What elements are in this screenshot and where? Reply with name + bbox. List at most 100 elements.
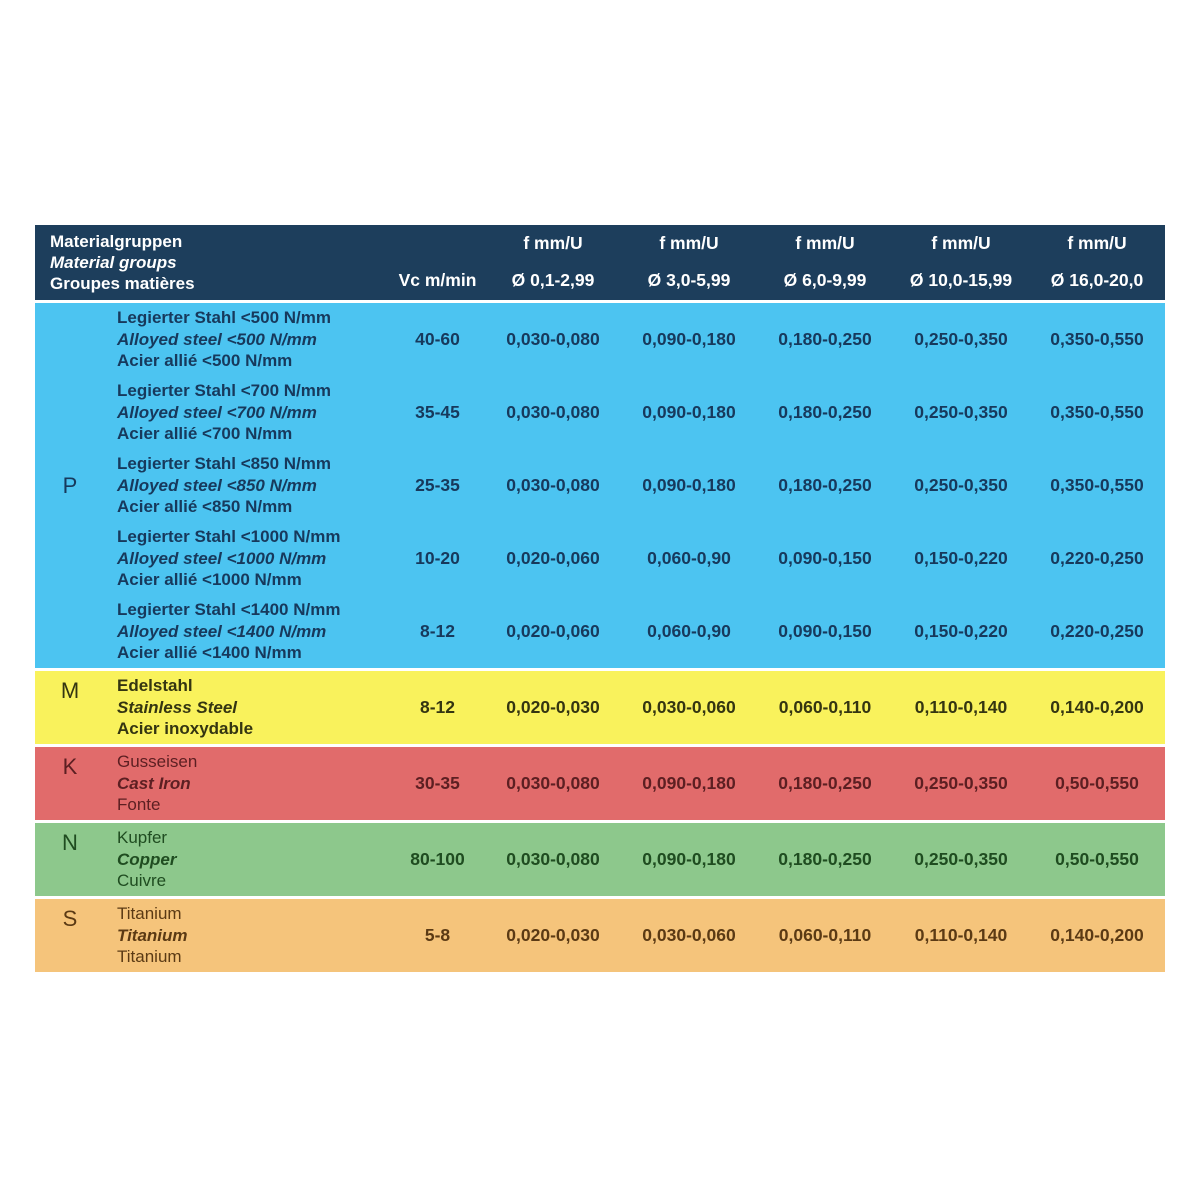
feed-value: 0,090-0,180 [642, 402, 736, 422]
feed-value: 0,140-0,200 [1050, 925, 1144, 945]
group-letter-K: K [62, 754, 78, 779]
table-row: Legierter Stahl <1400 N/mm Alloyed steel… [105, 595, 1165, 668]
material-name-de: Legierter Stahl <1000 N/mm [117, 527, 341, 547]
feed-value: 0,020-0,060 [506, 621, 600, 641]
material-name-fr: Acier allié <500 N/mm [117, 351, 293, 371]
vc-value: 10-20 [415, 548, 460, 568]
feed-value: 0,060-0,110 [778, 925, 872, 945]
table-row: Kupfer Copper Cuivre 80-100 0,030-0,080 … [105, 823, 1165, 896]
vc-value: 80-100 [410, 849, 465, 869]
header-col-diameter-1: f mm/U Ø 0,1-2,99 [485, 225, 621, 300]
material-names: Edelstahl Stainless Steel Acier inoxydab… [105, 671, 390, 744]
material-name-fr: Titanium [117, 947, 182, 967]
feed-value: 0,50-0,550 [1055, 773, 1139, 793]
feed-value: 0,350-0,550 [1050, 402, 1144, 422]
material-name-fr: Fonte [117, 795, 161, 815]
feed-value: 0,090-0,150 [778, 548, 872, 568]
header-col-diameter-2: f mm/U Ø 3,0-5,99 [621, 225, 757, 300]
table-row: Titanium Titanium Titanium 5-8 0,020-0,0… [105, 899, 1165, 972]
material-name-en: Alloyed steel <500 N/mm [117, 329, 317, 349]
header-col-diameter-4: f mm/U Ø 10,0-15,99 [893, 225, 1029, 300]
feed-value: 0,090-0,180 [642, 329, 736, 349]
feed-value: 0,090-0,150 [778, 621, 872, 641]
feed-rate-table: Materialgruppen Material groups Groupes … [35, 225, 1165, 972]
feed-unit-label: f mm/U [931, 233, 991, 253]
material-name-en: Alloyed steel <700 N/mm [117, 402, 317, 422]
section-S: S Titanium Titanium Titanium 5-8 0,020-0… [35, 899, 1165, 972]
group-letter-M: M [60, 678, 80, 703]
table-row: Gusseisen Cast Iron Fonte 30-35 0,030-0,… [105, 747, 1165, 820]
material-names: Legierter Stahl <500 N/mm Alloyed steel … [105, 303, 390, 376]
section-M: M Edelstahl Stainless Steel Acier inoxyd… [35, 671, 1165, 744]
feed-unit-label: f mm/U [659, 233, 719, 253]
section-M-rows: Edelstahl Stainless Steel Acier inoxydab… [105, 671, 1165, 744]
material-names: Legierter Stahl <1000 N/mm Alloyed steel… [105, 522, 390, 595]
feed-value: 0,020-0,030 [506, 925, 600, 945]
feed-value: 0,090-0,180 [642, 475, 736, 495]
diameter-range-label: Ø 3,0-5,99 [647, 270, 731, 290]
feed-value: 0,090-0,180 [642, 849, 736, 869]
feed-unit-label: f mm/U [795, 233, 855, 253]
section-P-rows: Legierter Stahl <500 N/mm Alloyed steel … [105, 303, 1165, 668]
material-name-de: Edelstahl [117, 676, 193, 696]
table-row: Legierter Stahl <1000 N/mm Alloyed steel… [105, 522, 1165, 595]
feed-value: 0,250-0,350 [914, 402, 1008, 422]
material-names: Titanium Titanium Titanium [105, 899, 390, 972]
material-name-de: Legierter Stahl <850 N/mm [117, 454, 332, 474]
feed-value: 0,030-0,080 [506, 402, 600, 422]
vc-value: 35-45 [415, 402, 460, 422]
section-N-rows: Kupfer Copper Cuivre 80-100 0,030-0,080 … [105, 823, 1165, 896]
feed-value: 0,180-0,250 [778, 849, 872, 869]
feed-value: 0,030-0,080 [506, 773, 600, 793]
feed-value: 0,180-0,250 [778, 475, 872, 495]
table-row: Edelstahl Stainless Steel Acier inoxydab… [105, 671, 1165, 744]
header-vc-label: Vc m/min [398, 270, 477, 290]
section-K: K Gusseisen Cast Iron Fonte 30-35 0,030-… [35, 747, 1165, 820]
material-name-fr: Cuivre [117, 871, 167, 891]
feed-value: 0,150-0,220 [914, 621, 1008, 641]
feed-value: 0,150-0,220 [914, 548, 1008, 568]
feed-value: 0,030-0,060 [642, 925, 736, 945]
vc-value: 25-35 [415, 475, 460, 495]
section-S-rows: Titanium Titanium Titanium 5-8 0,020-0,0… [105, 899, 1165, 972]
feed-value: 0,350-0,550 [1050, 475, 1144, 495]
vc-value: 30-35 [415, 773, 460, 793]
feed-value: 0,220-0,250 [1050, 548, 1144, 568]
header-title: Materialgruppen Material groups Groupes … [35, 225, 390, 300]
feed-value: 0,060-0,90 [647, 548, 731, 568]
table-header: Materialgruppen Material groups Groupes … [35, 225, 1165, 300]
material-name-de: Legierter Stahl <1400 N/mm [117, 600, 341, 620]
material-name-en: Stainless Steel [117, 697, 238, 717]
feed-value: 0,020-0,030 [506, 697, 600, 717]
feed-unit-label: f mm/U [523, 233, 583, 253]
material-name-en: Titanium [117, 925, 188, 945]
feed-value: 0,110-0,140 [914, 697, 1008, 717]
header-title-fr: Groupes matières [50, 274, 195, 293]
group-letter-S: S [62, 906, 78, 931]
feed-value: 0,030-0,080 [506, 849, 600, 869]
table-row: Legierter Stahl <850 N/mm Alloyed steel … [105, 449, 1165, 522]
feed-value: 0,030-0,080 [506, 475, 600, 495]
header-col-diameter-5: f mm/U Ø 16,0-20,0 [1029, 225, 1165, 300]
material-name-en: Alloyed steel <1400 N/mm [117, 621, 327, 641]
feed-value: 0,250-0,350 [914, 773, 1008, 793]
material-names: Legierter Stahl <850 N/mm Alloyed steel … [105, 449, 390, 522]
feed-unit-label: f mm/U [1067, 233, 1127, 253]
header-title-de: Materialgruppen [50, 232, 183, 251]
diameter-range-label: Ø 0,1-2,99 [511, 270, 595, 290]
feed-value: 0,110-0,140 [914, 925, 1008, 945]
feed-value: 0,180-0,250 [778, 402, 872, 422]
vc-value: 40-60 [415, 329, 460, 349]
section-P: P Legierter Stahl <500 N/mm Alloyed stee… [35, 303, 1165, 668]
group-letter-N: N [62, 830, 78, 855]
material-names: Kupfer Copper Cuivre [105, 823, 390, 896]
material-name-de: Legierter Stahl <700 N/mm [117, 381, 332, 401]
diameter-range-label: Ø 16,0-20,0 [1050, 270, 1144, 290]
material-name-de: Gusseisen [117, 752, 198, 772]
material-name-fr: Acier allié <1400 N/mm [117, 643, 302, 663]
material-name-fr: Acier allié <1000 N/mm [117, 570, 302, 590]
feed-value: 0,50-0,550 [1055, 849, 1139, 869]
material-name-en: Alloyed steel <850 N/mm [117, 475, 317, 495]
material-name-de: Legierter Stahl <500 N/mm [117, 308, 332, 328]
feed-value: 0,220-0,250 [1050, 621, 1144, 641]
